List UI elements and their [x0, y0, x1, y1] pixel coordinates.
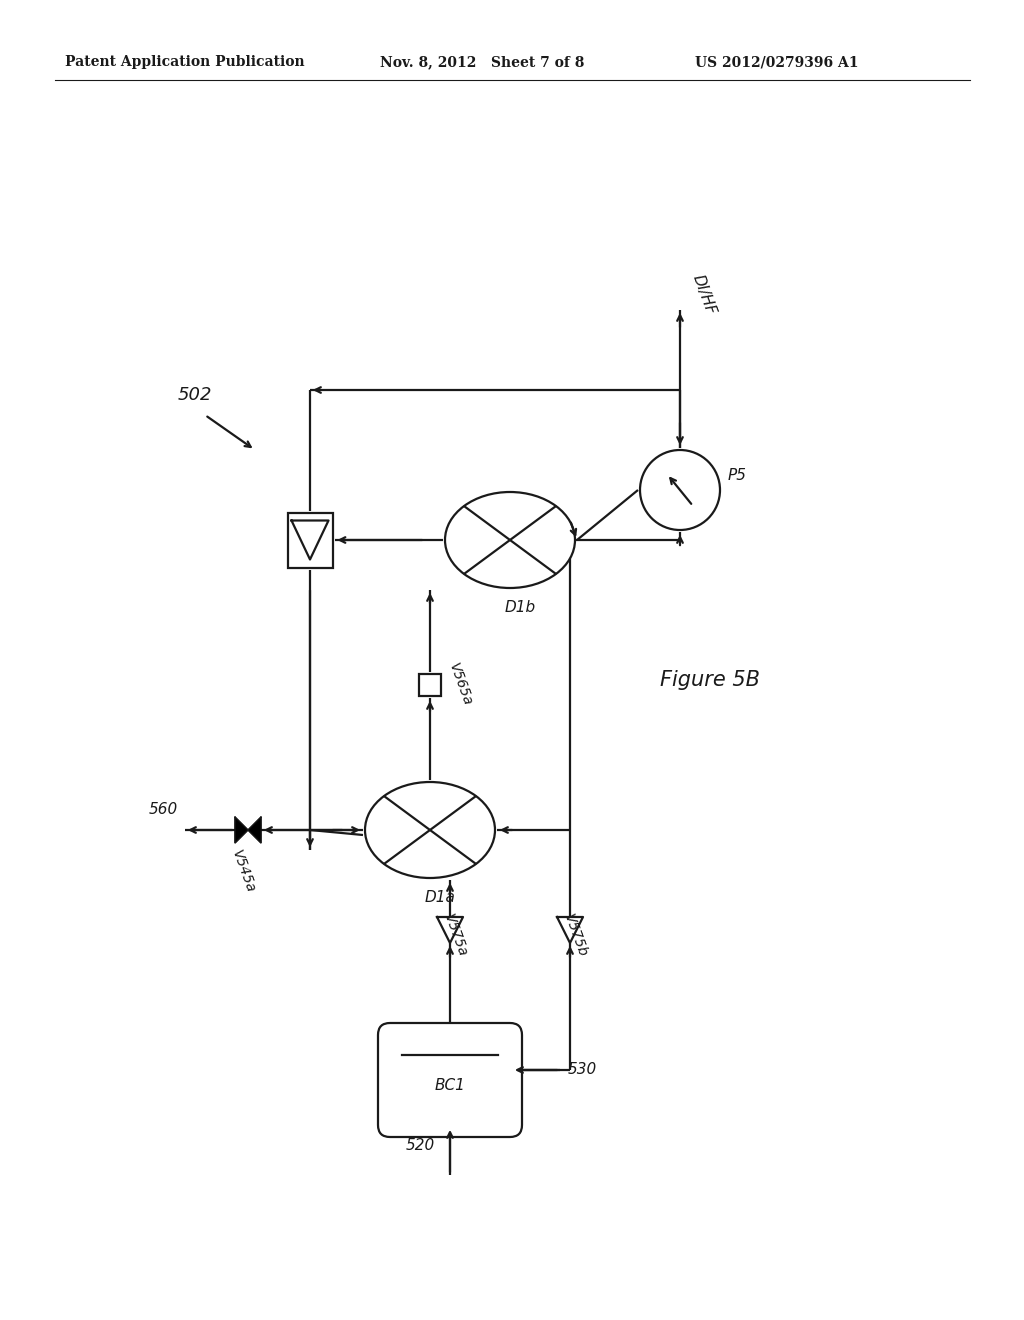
- Ellipse shape: [445, 492, 575, 587]
- Text: D1a: D1a: [425, 890, 456, 906]
- Text: 520: 520: [406, 1138, 434, 1152]
- Bar: [419, 675, 441, 696]
- Text: BC1: BC1: [434, 1077, 466, 1093]
- Text: V545a: V545a: [228, 847, 257, 895]
- FancyBboxPatch shape: [378, 1023, 522, 1137]
- Ellipse shape: [365, 781, 495, 878]
- Text: V575a: V575a: [440, 912, 469, 958]
- Text: 560: 560: [148, 803, 178, 817]
- Text: Nov. 8, 2012   Sheet 7 of 8: Nov. 8, 2012 Sheet 7 of 8: [380, 55, 585, 69]
- Text: 502: 502: [178, 385, 212, 404]
- Polygon shape: [234, 817, 248, 843]
- Text: US 2012/0279396 A1: US 2012/0279396 A1: [695, 55, 858, 69]
- Text: D1b: D1b: [505, 601, 536, 615]
- Bar: [288, 512, 333, 568]
- Text: 530: 530: [568, 1063, 597, 1077]
- Text: Patent Application Publication: Patent Application Publication: [65, 55, 304, 69]
- Text: Figure 5B: Figure 5B: [660, 671, 760, 690]
- Text: DI/HF: DI/HF: [690, 273, 718, 317]
- Text: V565a: V565a: [446, 661, 474, 709]
- Polygon shape: [248, 817, 261, 843]
- Circle shape: [640, 450, 720, 531]
- Text: V575b: V575b: [561, 912, 589, 958]
- Text: P5: P5: [728, 467, 746, 483]
